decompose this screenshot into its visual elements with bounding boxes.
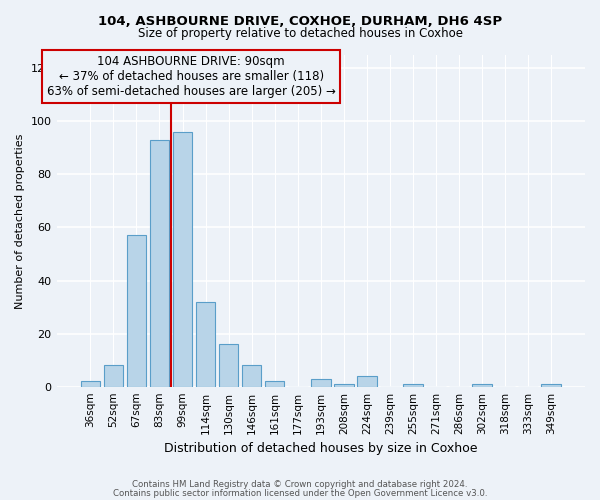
X-axis label: Distribution of detached houses by size in Coxhoe: Distribution of detached houses by size … [164,442,478,455]
Bar [149,140,169,386]
Bar [357,376,377,386]
Text: Contains HM Land Registry data © Crown copyright and database right 2024.: Contains HM Land Registry data © Crown c… [132,480,468,489]
Bar [196,302,215,386]
Bar [265,382,284,386]
Bar [334,384,353,386]
Text: Contains public sector information licensed under the Open Government Licence v3: Contains public sector information licen… [113,488,487,498]
Text: 104, ASHBOURNE DRIVE, COXHOE, DURHAM, DH6 4SP: 104, ASHBOURNE DRIVE, COXHOE, DURHAM, DH… [98,15,502,28]
Bar [104,366,123,386]
Bar [80,382,100,386]
Bar [242,366,262,386]
Bar [541,384,561,386]
Bar [127,236,146,386]
Text: Size of property relative to detached houses in Coxhoe: Size of property relative to detached ho… [137,28,463,40]
Y-axis label: Number of detached properties: Number of detached properties [15,133,25,308]
Bar [173,132,193,386]
Bar [472,384,492,386]
Bar [219,344,238,387]
Bar [403,384,423,386]
Bar [311,378,331,386]
Text: 104 ASHBOURNE DRIVE: 90sqm
← 37% of detached houses are smaller (118)
63% of sem: 104 ASHBOURNE DRIVE: 90sqm ← 37% of deta… [47,55,336,98]
